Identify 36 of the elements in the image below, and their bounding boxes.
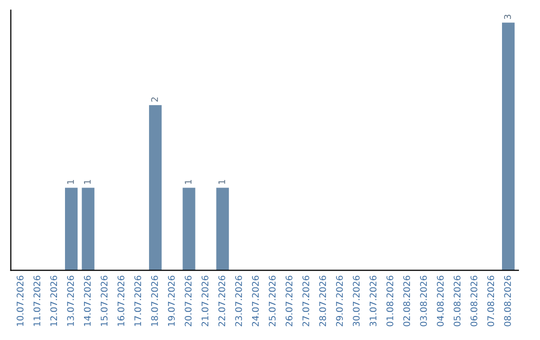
x-tick-label: 14.07.2026 — [84, 276, 91, 326]
data-label: 1 — [218, 180, 226, 184]
x-tick-label: 26.07.2026 — [286, 276, 292, 326]
x-tick-label: 23.07.2026 — [235, 276, 242, 326]
x-tick-label: 13.07.2026 — [67, 276, 74, 326]
x-tick-label: 01.08.2026 — [386, 276, 394, 326]
x-tick-label: 30.07.2026 — [352, 276, 360, 326]
x-tick-label: 17.07.2026 — [134, 276, 142, 326]
x-tick-label: 07.08.2026 — [487, 276, 494, 326]
data-label: 1 — [67, 180, 74, 184]
x-tick-label: 06.08.2026 — [470, 276, 478, 326]
x-tick-label: 27.07.2026 — [302, 276, 310, 326]
x-tick-label: 25.07.2026 — [268, 276, 276, 326]
x-tick-label: 28.07.2026 — [319, 276, 326, 326]
x-tick-label: 20.07.2026 — [184, 276, 192, 326]
x-tick-label: 10.07.2026 — [16, 276, 24, 326]
x-tick-label: 19.07.2026 — [168, 276, 175, 326]
x-tick-label: 29.07.2026 — [336, 276, 343, 326]
x-tick-label: 15.07.2026 — [100, 276, 108, 326]
data-label: 3 — [504, 14, 511, 20]
x-tick-label: 31.07.2026 — [370, 276, 376, 326]
x-tick-label: 04.08.2026 — [436, 276, 444, 326]
x-tick-label: 18.07.2026 — [151, 276, 158, 326]
x-tick-label: 03.08.2026 — [420, 276, 427, 326]
x-tick-label: 08.08.2026 — [504, 276, 511, 326]
x-tick-label: 21.07.2026 — [202, 276, 208, 326]
x-tick-label: 22.07.2026 — [218, 276, 226, 326]
x-tick-label: 05.08.2026 — [454, 276, 461, 326]
x-tick-label: 02.08.2026 — [403, 276, 410, 326]
x-tick-label: 11.07.2026 — [33, 276, 40, 326]
data-label: 2 — [151, 97, 158, 102]
data-label: 1 — [84, 180, 91, 184]
x-tick-label: 24.07.2026 — [252, 276, 259, 326]
data-label: 1 — [184, 180, 192, 184]
x-tick-label: 16.07.2026 — [118, 276, 124, 326]
x-tick-label: 12.07.2026 — [50, 276, 58, 326]
